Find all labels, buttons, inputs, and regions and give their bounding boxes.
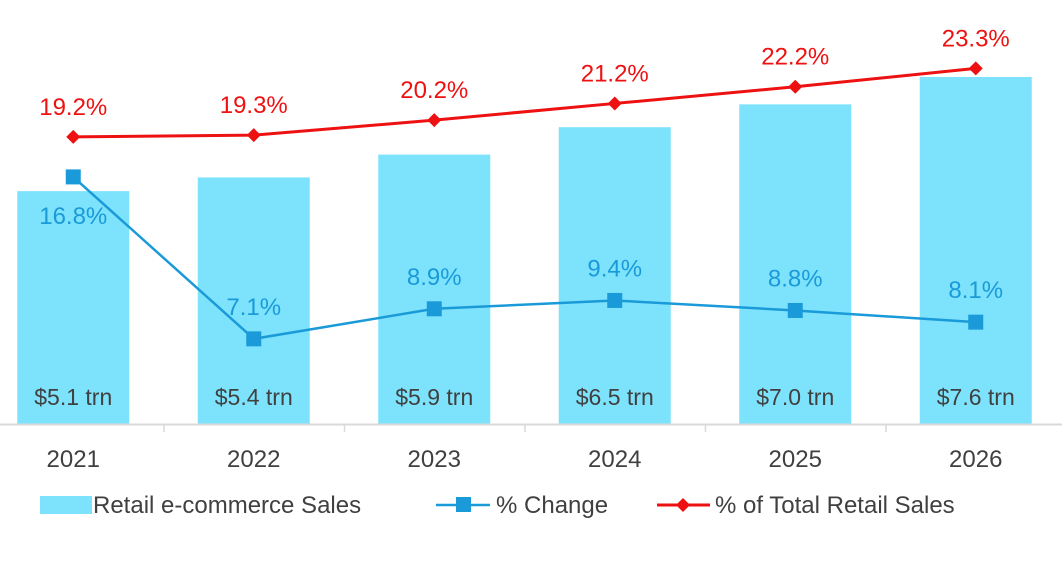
marker-percent-change-2023 (426, 301, 442, 317)
x-tick-label-2023: 2023 (408, 446, 461, 473)
marker-percent-of-total-2024 (607, 96, 622, 111)
bar-2025 (739, 104, 852, 424)
bar-value-label-2022: $5.4 trn (215, 384, 293, 410)
line-percent-change (72, 175, 976, 341)
line-percent-of-total (73, 66, 976, 139)
legend-label-percent-of-total: % of Total Retail Sales (715, 492, 955, 519)
legend-label-percent-change: % Change (496, 492, 608, 519)
label-percent-of-total-2022: 19.3% (220, 92, 288, 119)
legend-swatch-retail-ecommerce-sales (40, 496, 92, 514)
bar-2021 (17, 191, 130, 424)
bar-value-label-2021: $5.1 trn (34, 384, 112, 410)
bar-value-label-2026: $7.6 trn (937, 384, 1015, 410)
marker-percent-change-2026 (968, 314, 984, 330)
legend: Retail e-commerce Sales % Change % of To… (40, 492, 955, 519)
label-percent-of-total-2021: 19.2% (39, 94, 107, 121)
label-percent-change-2024: 9.4% (587, 255, 642, 282)
x-tick-label-2021: 2021 (47, 446, 100, 473)
bar-2023 (378, 154, 491, 424)
lines-layer: 19.2% 19.3% 20.2% 21.2% 22.2% 23.3% 16.8% 7.1% 8… (39, 25, 1010, 347)
label-percent-of-total-2026: 23.3% (942, 25, 1010, 52)
marker-percent-change-2021 (65, 169, 81, 185)
label-percent-change-2021: 16.8% (39, 203, 107, 230)
label-percent-change-2022: 7.1% (226, 294, 281, 321)
x-tick-label-2024: 2024 (588, 446, 641, 473)
label-percent-of-total-2023: 20.2% (400, 77, 468, 104)
marker-percent-of-total-2022 (246, 128, 261, 143)
x-tick-label-2026: 2026 (949, 446, 1002, 473)
bar-2022 (197, 177, 310, 424)
marker-percent-change-2025 (787, 302, 803, 318)
marker-percent-of-total-2023 (427, 113, 442, 128)
bar-2024 (558, 127, 671, 424)
label-percent-of-total-2025: 22.2% (761, 44, 829, 71)
bar-value-label-2024: $6.5 trn (576, 384, 654, 410)
bar-value-label-2023: $5.9 trn (395, 384, 473, 410)
label-percent-change-2026: 8.1% (948, 277, 1003, 304)
legend-marker-percent-change (456, 497, 471, 512)
marker-percent-of-total-2026 (968, 61, 983, 76)
label-percent-change-2025: 8.8% (768, 265, 823, 292)
bars-layer: $5.1 trn $5.4 trn $5.9 trn $6.5 trn $7.0 trn… (17, 76, 1032, 424)
marker-percent-change-2024 (607, 292, 623, 308)
legend-marker-percent-of-total (676, 498, 690, 512)
bar-2026 (919, 76, 1032, 424)
x-tick-label-2022: 2022 (227, 446, 280, 473)
label-percent-change-2023: 8.9% (407, 264, 462, 291)
legend-label-retail-ecommerce-sales: Retail e-commerce Sales (93, 492, 361, 519)
marker-percent-change-2022 (246, 331, 262, 347)
label-percent-of-total-2024: 21.2% (581, 60, 649, 87)
marker-percent-of-total-2021 (66, 129, 81, 144)
bar-value-label-2025: $7.0 trn (756, 384, 834, 410)
marker-percent-of-total-2025 (788, 79, 803, 94)
x-ticks-layer: 2021 2022 2023 2024 2025 2026 (47, 424, 1002, 473)
x-tick-label-2025: 2025 (769, 446, 822, 473)
